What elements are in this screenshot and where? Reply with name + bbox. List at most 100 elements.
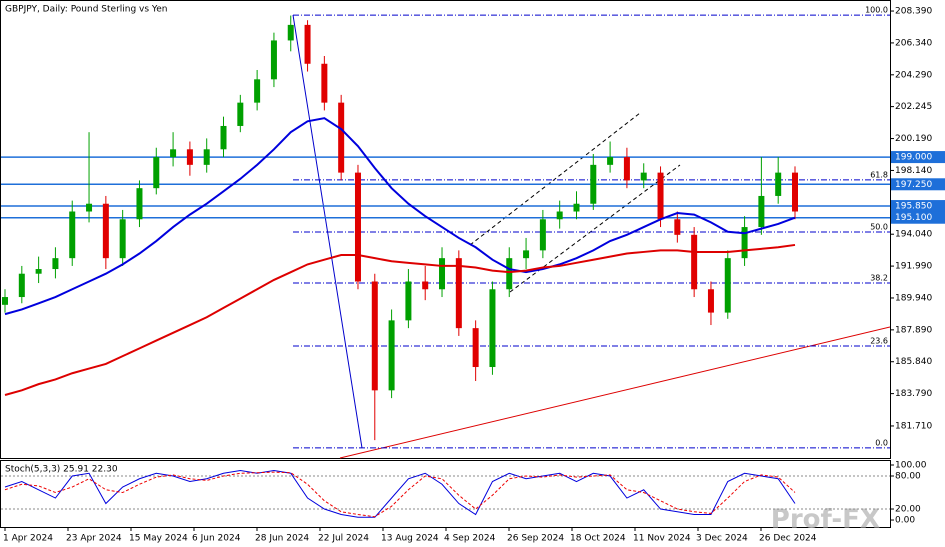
candle-body [304, 24, 311, 64]
x-tick-label: 15 May 2024 [129, 534, 188, 544]
candle-body [18, 273, 25, 298]
stoch-line [4, 470, 796, 518]
y-tick-label: 100.00 [895, 461, 927, 471]
level-label: 197.250 [895, 180, 932, 190]
moving-average [4, 243, 796, 396]
level-tag [891, 151, 945, 164]
candle-body [338, 102, 345, 173]
fib-label: 50.0 [870, 223, 888, 232]
y-tick-label: 202.245 [895, 102, 932, 112]
x-tick-label: 1 Apr 2024 [3, 534, 53, 544]
y-tick-label: 204.290 [895, 70, 932, 80]
candle-body [237, 102, 244, 126]
candle-body [590, 164, 597, 204]
candle-body [52, 258, 59, 270]
x-tick-label: 3 Dec 2024 [696, 534, 748, 544]
candle-body [556, 211, 563, 220]
candle-body [455, 258, 462, 329]
candle-body [674, 219, 681, 235]
y-tick-label: 80.00 [895, 472, 921, 482]
fib-label: 38.2 [870, 274, 888, 283]
candle-body [354, 172, 361, 282]
y-tick-label: 0.00 [895, 516, 915, 526]
x-tick-label: 6 Jun 2024 [192, 534, 241, 544]
y-tick-label: 194.040 [895, 230, 932, 240]
y-tick-label: 200.190 [895, 134, 932, 144]
fib-label: 61.8 [870, 170, 888, 179]
candle-body [607, 157, 614, 165]
y-tick-label: 198.140 [895, 166, 932, 176]
y-tick-label: 181.710 [895, 421, 932, 431]
y-tick-label: 185.840 [895, 357, 932, 367]
candle-body [472, 328, 479, 368]
y-tick-label: 189.940 [895, 293, 932, 303]
y-tick-label: 20.00 [895, 505, 921, 515]
candle-body [792, 172, 798, 212]
candle-body [388, 320, 395, 391]
candle-body [254, 79, 261, 103]
candle-body [640, 172, 647, 181]
candle-body [439, 258, 446, 290]
moving-average [4, 117, 796, 316]
channel-line [469, 112, 641, 246]
stoch-line [4, 471, 796, 518]
level-label: 195.850 [895, 202, 932, 212]
y-tick-label: 191.990 [895, 262, 932, 272]
candle-body [523, 250, 530, 259]
candle-body [69, 211, 76, 259]
fib-label: 0.0 [875, 438, 888, 447]
candle-body [86, 203, 93, 212]
candle-body [422, 281, 429, 290]
y-tick-label: 187.890 [895, 325, 932, 335]
level-tag [891, 200, 945, 213]
candle-body [707, 289, 714, 313]
candle-body [2, 297, 8, 305]
y-tick-label: 183.790 [895, 389, 932, 399]
x-tick-label: 11 Nov 2024 [633, 534, 691, 544]
candle-body [136, 188, 143, 220]
y-tick-label: 206.340 [895, 38, 932, 48]
x-tick-label: 26 Dec 2024 [759, 534, 817, 544]
candle-body [489, 289, 496, 368]
level-label: 195.100 [895, 213, 932, 223]
level-tag [891, 178, 945, 191]
candle-body [153, 157, 160, 189]
candle-body [102, 203, 109, 259]
x-tick-label: 28 Jun 2024 [255, 534, 309, 544]
candle-body [657, 172, 664, 220]
x-tick-label: 4 Sep 2024 [444, 534, 496, 544]
candle-body [35, 269, 42, 274]
y-tick-label: 208.390 [895, 7, 932, 17]
candle-body [119, 219, 126, 259]
candle-body [186, 149, 193, 165]
candle-body [270, 40, 277, 80]
candle-body [758, 195, 765, 228]
candle-body [170, 149, 177, 158]
x-tick-label: 23 Apr 2024 [66, 534, 122, 544]
fib-label: 100.0 [865, 6, 888, 15]
stoch-panel-frame [0, 460, 891, 528]
candle-body [539, 219, 546, 251]
candle-body [741, 227, 748, 259]
candle-body [573, 203, 580, 212]
fib-label: 23.6 [870, 337, 888, 346]
candle-body [506, 258, 513, 290]
candle-body [405, 281, 412, 321]
x-tick-label: 18 Oct 2024 [570, 534, 626, 544]
level-tag [891, 211, 945, 224]
trend-line [339, 326, 891, 459]
x-tick-label: 22 Jul 2024 [318, 534, 369, 544]
level-label: 199.000 [895, 153, 932, 163]
candle-body [691, 234, 698, 290]
x-tick-label: 26 Sep 2024 [507, 534, 564, 544]
candle-body [287, 24, 294, 41]
chart-title: GBPJPY, Daily: Pound Sterling vs Yen [5, 5, 167, 15]
candle-body [203, 149, 210, 165]
candle-body [371, 281, 378, 391]
candle-body [775, 172, 782, 196]
x-tick-label: 13 Aug 2024 [381, 534, 439, 544]
candle-body [321, 63, 328, 103]
candle-body [220, 125, 227, 150]
candle-body [623, 157, 630, 181]
